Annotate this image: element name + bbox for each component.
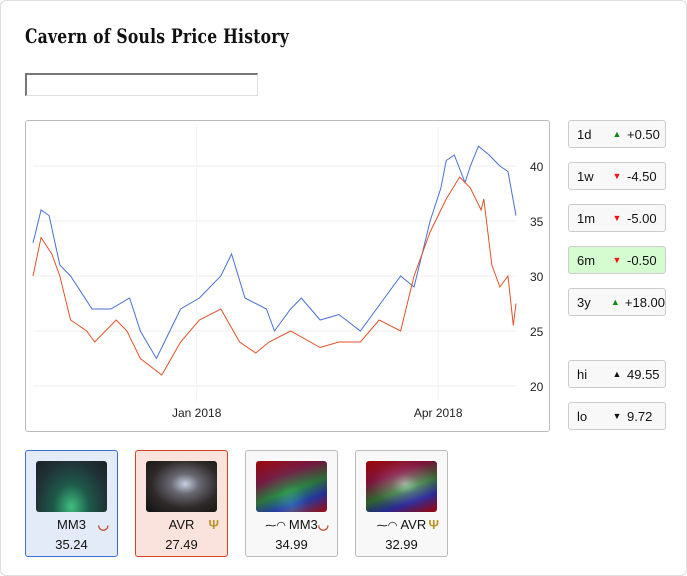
extreme-lo[interactable]: lo ▼ 9.72 [568, 402, 666, 430]
card-price: 34.99 [275, 537, 308, 552]
set-code: AVR [168, 517, 195, 532]
period-change: -0.50 [627, 252, 657, 268]
search-input[interactable] [25, 73, 258, 96]
foil-icon: ⁓◠ [376, 520, 401, 532]
triangle-up-icon: ▲ [612, 129, 622, 139]
period-button-6m[interactable]: 6m ▼ -0.50 [568, 246, 666, 274]
period-button-3y[interactable]: 3y ▲ +18.00 [568, 288, 666, 316]
triangle-up-icon: ▲ [612, 369, 622, 379]
period-button-1m[interactable]: 1m ▼ -5.00 [568, 204, 666, 232]
triangle-down-icon: ▼ [612, 171, 622, 181]
y-tick-label: 40 [530, 160, 544, 174]
card-art-image [146, 461, 217, 512]
set-code: ⁓◠ AVR [376, 517, 427, 532]
avr-set-icon: Ψ [208, 517, 219, 532]
y-tick-label: 25 [530, 325, 544, 339]
period-change: +0.50 [627, 126, 660, 142]
printing-card-avr-foil[interactable]: ⁓◠ AVR Ψ 32.99 [355, 450, 448, 557]
triangle-down-icon: ▼ [612, 411, 622, 421]
period-change: -5.00 [627, 210, 657, 226]
triangle-down-icon: ▼ [612, 213, 622, 223]
card-price: 35.24 [55, 537, 88, 552]
card-art-image [366, 461, 437, 512]
avr-set-icon: Ψ [428, 517, 439, 532]
printing-card-mm3-foil[interactable]: ⁓◠ MM3 ◡ 34.99 [245, 450, 338, 557]
period-button-1w[interactable]: 1w ▼ -4.50 [568, 162, 666, 190]
printing-card-mm3[interactable]: MM3 ◡ 35.24 [25, 450, 118, 557]
x-tick-label: Jan 2018 [172, 406, 222, 420]
card-art-image [256, 461, 327, 512]
extreme-value: 9.72 [627, 408, 653, 424]
extreme-hi[interactable]: hi ▲ 49.55 [568, 360, 666, 388]
period-label: 3y [577, 294, 591, 310]
card-price: 27.49 [165, 537, 198, 552]
triangle-up-icon: ▲ [610, 297, 620, 307]
x-tick-label: Apr 2018 [414, 406, 463, 420]
period-label: 1m [577, 210, 596, 226]
chart-svg: 20 25 30 35 40 Jan 2018 Apr 2018 [32, 126, 544, 420]
period-label: 1w [577, 168, 594, 184]
period-change: +18.00 [624, 294, 665, 310]
set-code: ⁓◠ MM3 [265, 517, 318, 532]
y-tick-label: 20 [530, 380, 544, 394]
price-chart[interactable]: 20 25 30 35 40 Jan 2018 Apr 2018 [25, 120, 550, 432]
page-title: Cavern of Souls Price History [25, 24, 290, 48]
y-tick-label: 30 [530, 270, 544, 284]
extreme-label: lo [577, 408, 588, 424]
set-code: MM3 [57, 517, 86, 532]
foil-icon: ⁓◠ [265, 520, 289, 532]
printing-card-avr[interactable]: AVR Ψ 27.49 [135, 450, 228, 557]
period-label: 6m [577, 252, 596, 268]
series-line-avr [32, 176, 517, 376]
card-price: 32.99 [385, 537, 418, 552]
period-change: -4.50 [627, 168, 657, 184]
mm3-set-icon: ◡ [97, 517, 109, 532]
mm3-set-icon: ◡ [317, 517, 329, 532]
period-button-1d[interactable]: 1d ▲ +0.50 [568, 120, 666, 148]
y-tick-label: 35 [530, 215, 544, 229]
extreme-value: 49.55 [627, 366, 660, 382]
extreme-label: hi [577, 366, 588, 382]
triangle-down-icon: ▼ [612, 255, 622, 265]
period-label: 1d [577, 126, 592, 142]
series-line-mm3 [32, 145, 517, 360]
card-art-image [36, 461, 107, 512]
